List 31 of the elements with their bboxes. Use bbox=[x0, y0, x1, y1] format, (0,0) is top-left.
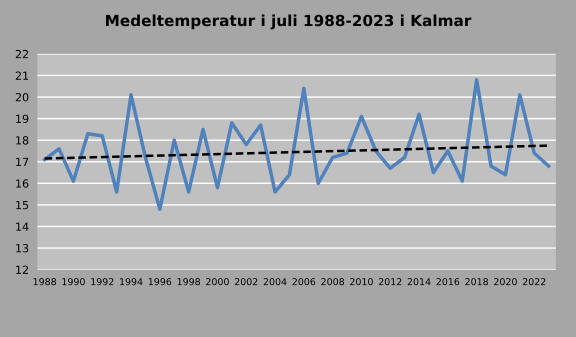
x-tick-label: 2016 bbox=[436, 278, 460, 286]
x-tick-label: 1990 bbox=[62, 278, 85, 286]
x-tick-label: 2004 bbox=[264, 278, 287, 286]
y-tick-label: 12 bbox=[16, 266, 28, 274]
y-tick-label: 17 bbox=[16, 158, 28, 166]
y-tick-label: 15 bbox=[16, 201, 28, 210]
chart-title: Medeltemperatur i juli 1988-2023 i Kalmar bbox=[106, 14, 472, 30]
y-tick-label: 19 bbox=[16, 114, 28, 124]
x-tick-label: 2008 bbox=[321, 278, 344, 286]
y-tick-label: 21 bbox=[16, 71, 28, 80]
x-tick-label: 2006 bbox=[292, 278, 316, 286]
x-tick-label: 2018 bbox=[465, 278, 488, 286]
x-tick-label: 1998 bbox=[178, 278, 200, 286]
x-tick-label: 1996 bbox=[148, 278, 172, 286]
y-tick-label: 22 bbox=[16, 50, 28, 58]
x-tick-label: 2014 bbox=[408, 278, 431, 286]
y-tick-label: 18 bbox=[16, 136, 28, 145]
x-tick-label: 1992 bbox=[91, 278, 114, 286]
x-tick-label: 2020 bbox=[494, 278, 517, 286]
y-tick-label: 16 bbox=[16, 179, 28, 188]
x-tick-label: 2000 bbox=[206, 278, 229, 286]
x-tick-label: 2022 bbox=[522, 278, 546, 286]
x-tick-label: 2010 bbox=[350, 278, 373, 286]
y-tick-label: 13 bbox=[16, 244, 28, 252]
x-tick-label: 1994 bbox=[120, 278, 143, 286]
x-tick-label: 2002 bbox=[234, 278, 258, 286]
line-series bbox=[42, 78, 550, 211]
y-tick-label: 20 bbox=[16, 93, 28, 102]
x-tick-label: 2012 bbox=[378, 278, 402, 286]
y-tick-label: 14 bbox=[16, 222, 28, 231]
x-tick-label: 1988 bbox=[34, 278, 56, 286]
